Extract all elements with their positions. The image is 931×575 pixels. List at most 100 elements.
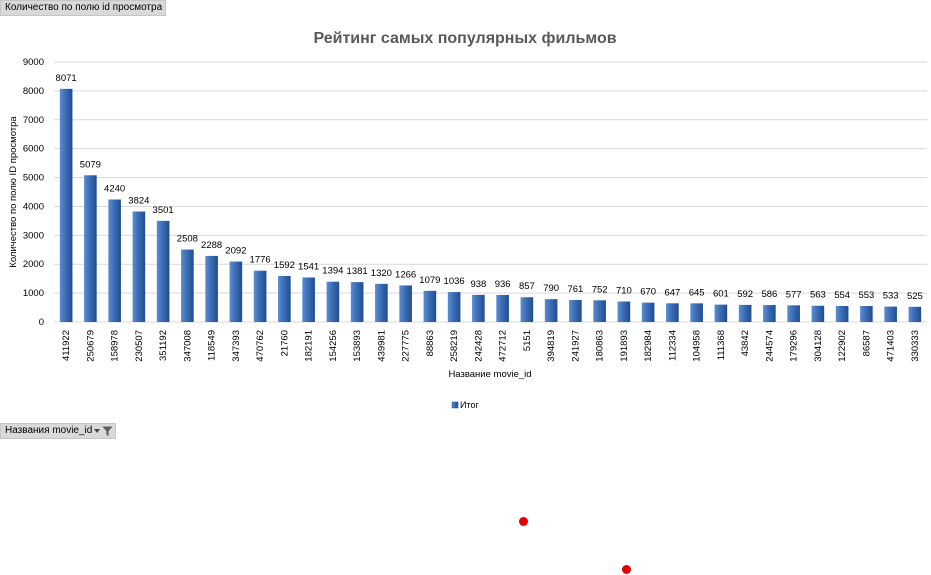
- x-tick-label: 230507: [134, 330, 145, 362]
- data-label: 761: [567, 284, 583, 295]
- data-label: 1541: [298, 261, 319, 272]
- bar: [690, 303, 703, 322]
- bar: [326, 281, 340, 322]
- bar: [520, 297, 534, 322]
- data-label: 1394: [322, 266, 343, 277]
- red-dot-marker: [519, 517, 528, 526]
- bar: [399, 285, 412, 322]
- x-tick-label: 112334: [667, 330, 678, 361]
- data-label: 2288: [201, 240, 222, 251]
- bar: [787, 305, 800, 322]
- data-label: 936: [495, 279, 511, 290]
- data-label: 647: [664, 287, 680, 298]
- data-label: 554: [834, 290, 850, 301]
- chevron-down-icon[interactable]: [94, 429, 100, 433]
- data-label: 790: [543, 283, 559, 294]
- x-tick-label: 179296: [789, 330, 800, 362]
- y-tick-label: 2000: [23, 259, 44, 270]
- data-label: 645: [689, 287, 705, 298]
- data-label: 2508: [177, 234, 198, 245]
- data-label: 752: [592, 284, 608, 295]
- bar: [108, 199, 121, 322]
- bar: [593, 300, 606, 322]
- x-tick-label: 347393: [231, 330, 242, 362]
- bar: [156, 220, 170, 322]
- legend: Итог: [451, 400, 479, 410]
- value-field-button[interactable]: Количество по полю id просмотра: [0, 0, 166, 16]
- data-label: 1079: [419, 275, 440, 286]
- x-tick-label: 347008: [182, 330, 193, 362]
- y-axis-label: Количество по полю ID просмотра: [8, 116, 19, 268]
- bar: [302, 277, 315, 322]
- value-field-label: Количество по полю id просмотра: [5, 2, 163, 13]
- data-label: 1381: [347, 266, 368, 277]
- y-tick-label: 8000: [23, 86, 44, 97]
- bar: [908, 306, 922, 322]
- data-label: 710: [616, 285, 632, 296]
- data-label: 533: [883, 291, 899, 302]
- bar: [205, 255, 218, 322]
- bar: [666, 303, 679, 322]
- bar: [59, 88, 73, 323]
- x-tick-label: 250679: [85, 330, 96, 362]
- bar: [763, 305, 776, 322]
- axis-field-button[interactable]: Названия movie_id: [0, 423, 116, 439]
- filter-icon[interactable]: [102, 426, 113, 437]
- data-label: 1266: [395, 269, 416, 280]
- x-tick-label: 5151: [522, 330, 533, 351]
- bar: [811, 305, 825, 322]
- bar: [617, 301, 631, 322]
- x-tick-label: 43842: [740, 330, 751, 356]
- legend-label: Итог: [460, 400, 479, 410]
- data-label: 3501: [153, 205, 174, 216]
- x-tick-label: 122902: [837, 330, 848, 362]
- x-axis-ticks: 411922 250679 158978 230507 351192 347008 1185…: [61, 330, 921, 362]
- red-dot-marker: [622, 565, 631, 574]
- data-label: 1320: [371, 268, 392, 279]
- x-tick-label: 182191: [304, 330, 315, 362]
- x-tick-label: 472712: [498, 330, 509, 362]
- y-tick-label: 6000: [23, 144, 44, 155]
- bar: [472, 294, 485, 322]
- data-label: 3824: [128, 196, 149, 207]
- x-tick-label: 191893: [619, 330, 630, 362]
- bar: [714, 304, 728, 322]
- y-tick-label: 9000: [23, 57, 44, 68]
- data-label: 938: [470, 279, 486, 290]
- x-tick-label: 153893: [352, 330, 363, 362]
- chart-title: Рейтинг самых популярных фильмов: [313, 30, 616, 47]
- x-tick-label: 439981: [376, 330, 387, 362]
- data-label: 553: [858, 290, 874, 301]
- data-label: 8071: [56, 73, 77, 84]
- bar: [860, 306, 873, 322]
- bar: [181, 249, 194, 322]
- y-axis-ticks: 0 1000 2000 3000 4000 5000 6000 7000 8000 9000: [23, 57, 44, 328]
- y-tick-label: 3000: [23, 230, 44, 241]
- bar: [132, 211, 146, 322]
- bar: [641, 302, 655, 322]
- data-label: 1776: [250, 255, 271, 266]
- data-label: 563: [810, 290, 826, 301]
- y-tick-label: 0: [39, 317, 44, 328]
- data-label: 601: [713, 289, 729, 300]
- data-label: 1592: [274, 260, 295, 271]
- data-label: 5079: [80, 159, 101, 170]
- bar: [738, 304, 752, 322]
- y-tick-label: 7000: [23, 115, 44, 126]
- data-label: 577: [786, 289, 802, 300]
- x-tick-label: 304128: [813, 330, 824, 362]
- x-tick-label: 470762: [255, 330, 266, 362]
- x-tick-label: 227775: [401, 330, 412, 362]
- bar: [229, 261, 243, 322]
- x-tick-label: 241927: [570, 330, 581, 362]
- grid-lines: [54, 61, 927, 323]
- bars: [59, 88, 922, 323]
- bar: [835, 305, 849, 322]
- axis-field-label: Названия movie_id: [5, 425, 93, 436]
- data-label: 670: [640, 287, 656, 298]
- bar: [84, 175, 97, 322]
- bar: [423, 290, 437, 322]
- legend-swatch: [451, 401, 459, 409]
